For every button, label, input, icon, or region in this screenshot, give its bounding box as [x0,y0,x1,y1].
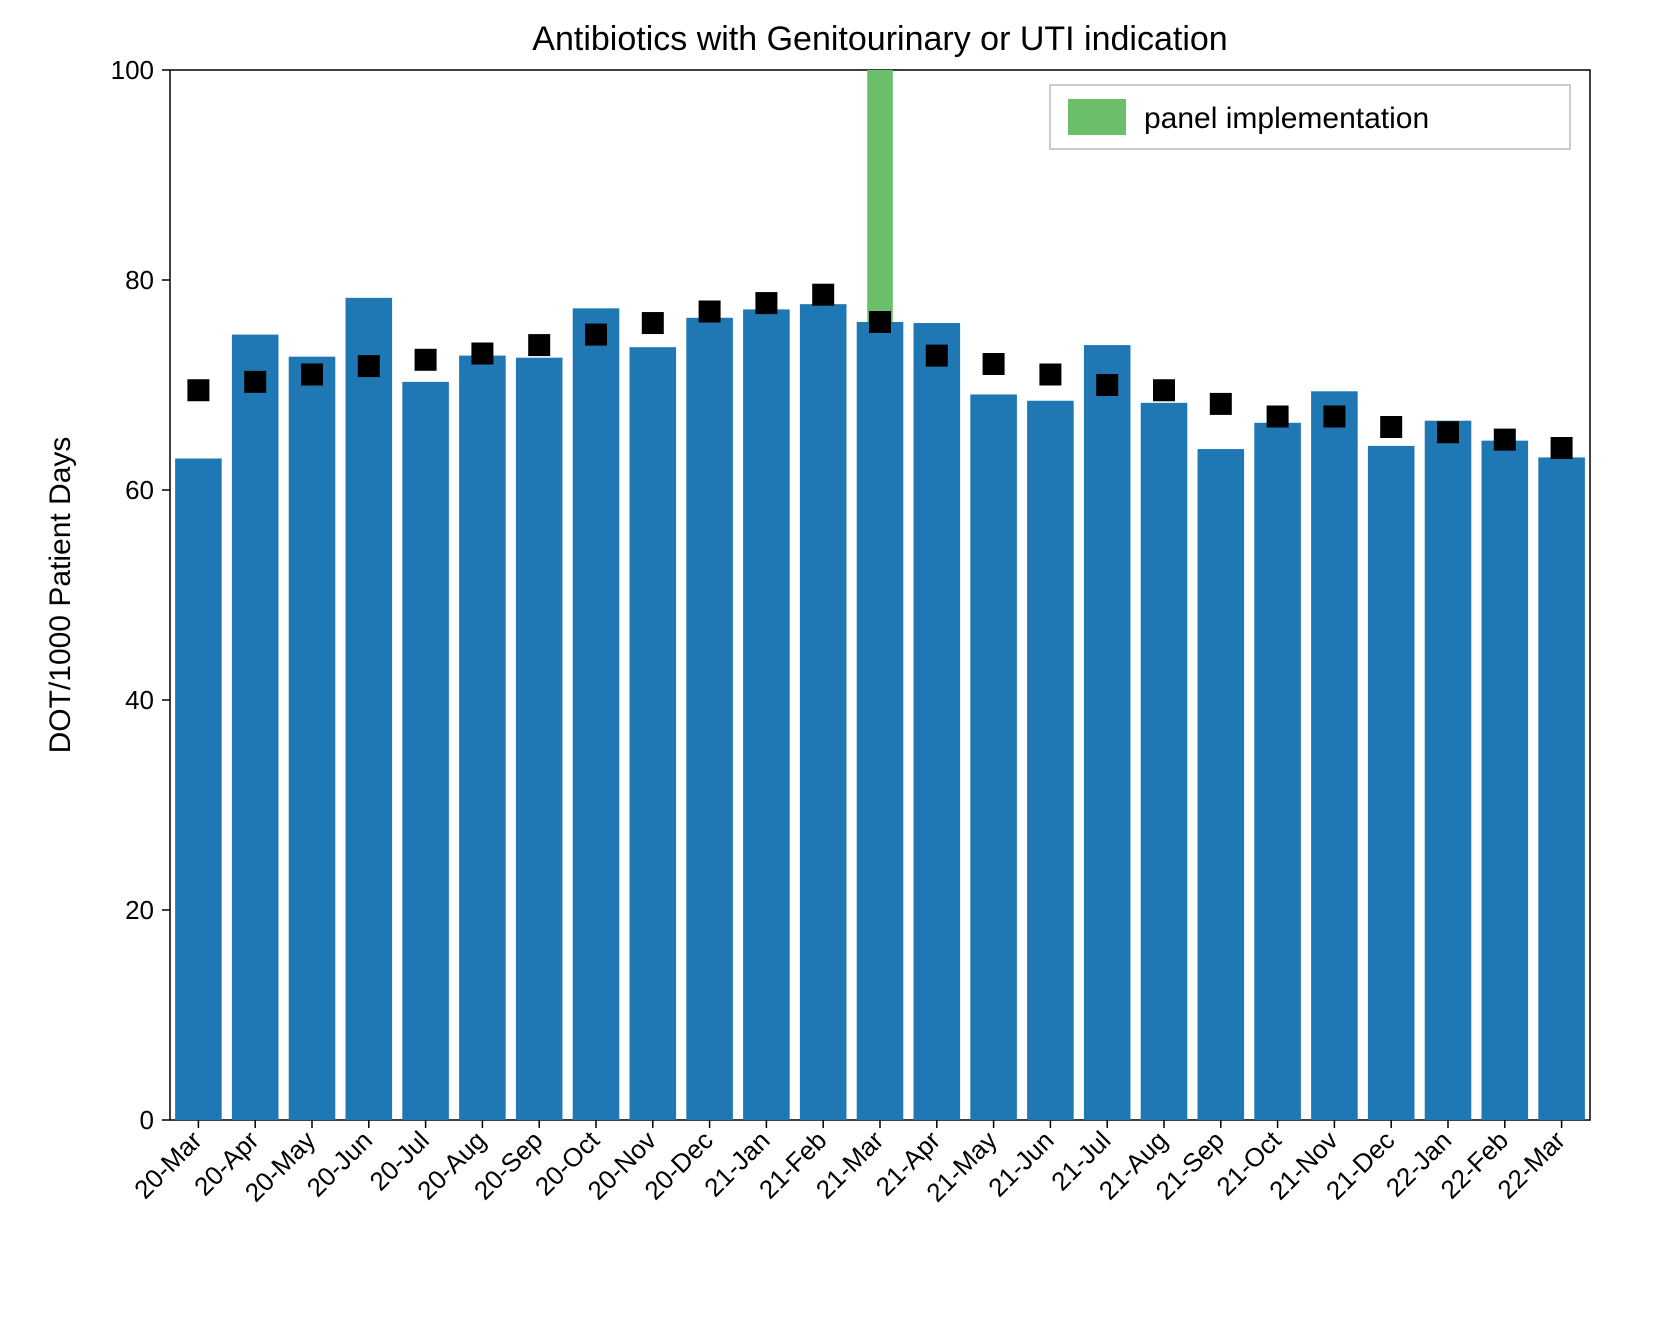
marker [1267,406,1289,428]
bar [346,298,393,1120]
bar [857,322,904,1120]
y-tick-label: 0 [140,1105,154,1135]
marker [1039,364,1061,386]
bar [289,357,336,1120]
chart-title: Antibiotics with Genitourinary or UTI in… [532,20,1227,58]
marker [1494,429,1516,451]
y-tick-label: 40 [125,685,154,715]
bar [1084,345,1131,1120]
marker [642,312,664,334]
marker [1096,374,1118,396]
bar [800,304,847,1120]
marker [755,292,777,314]
marker [301,364,323,386]
bar [573,308,620,1120]
y-tick-label: 60 [125,475,154,505]
y-tick-label: 80 [125,265,154,295]
bar [630,347,677,1120]
marker [699,301,721,323]
y-tick-label: 100 [111,55,154,85]
marker [585,324,607,346]
marker [983,353,1005,375]
bar [970,394,1017,1120]
bar [686,318,733,1120]
marker [244,371,266,393]
bar [743,309,790,1120]
bar [1538,457,1585,1120]
bar [516,358,563,1120]
legend-patch [1068,99,1126,135]
bar [1425,421,1472,1120]
marker [1380,416,1402,438]
bar [914,323,961,1120]
marker [1153,379,1175,401]
bar [1368,446,1415,1120]
legend-label: panel implementation [1144,102,1429,135]
y-axis-label: DOT/1000 Patient Days [44,437,77,754]
bar [175,459,222,1121]
bar [402,382,449,1120]
marker [1437,421,1459,443]
bar [459,356,506,1120]
marker [471,343,493,365]
bar [1311,391,1358,1120]
marker [187,379,209,401]
bar [1482,441,1529,1120]
bar [1198,449,1245,1120]
marker [1551,437,1573,459]
marker [358,355,380,377]
bar [1027,401,1074,1120]
marker [1210,393,1232,415]
marker [1323,406,1345,428]
chart-container: Antibiotics with Genitourinary or UTI in… [0,0,1659,1330]
marker [926,345,948,367]
marker [812,284,834,306]
marker [528,334,550,356]
marker [869,311,891,333]
y-tick-label: 20 [125,895,154,925]
bar [1141,403,1188,1120]
bar [232,335,279,1120]
chart-svg: Antibiotics with Genitourinary or UTI in… [0,0,1659,1330]
marker [415,349,437,371]
bar [1254,423,1301,1120]
